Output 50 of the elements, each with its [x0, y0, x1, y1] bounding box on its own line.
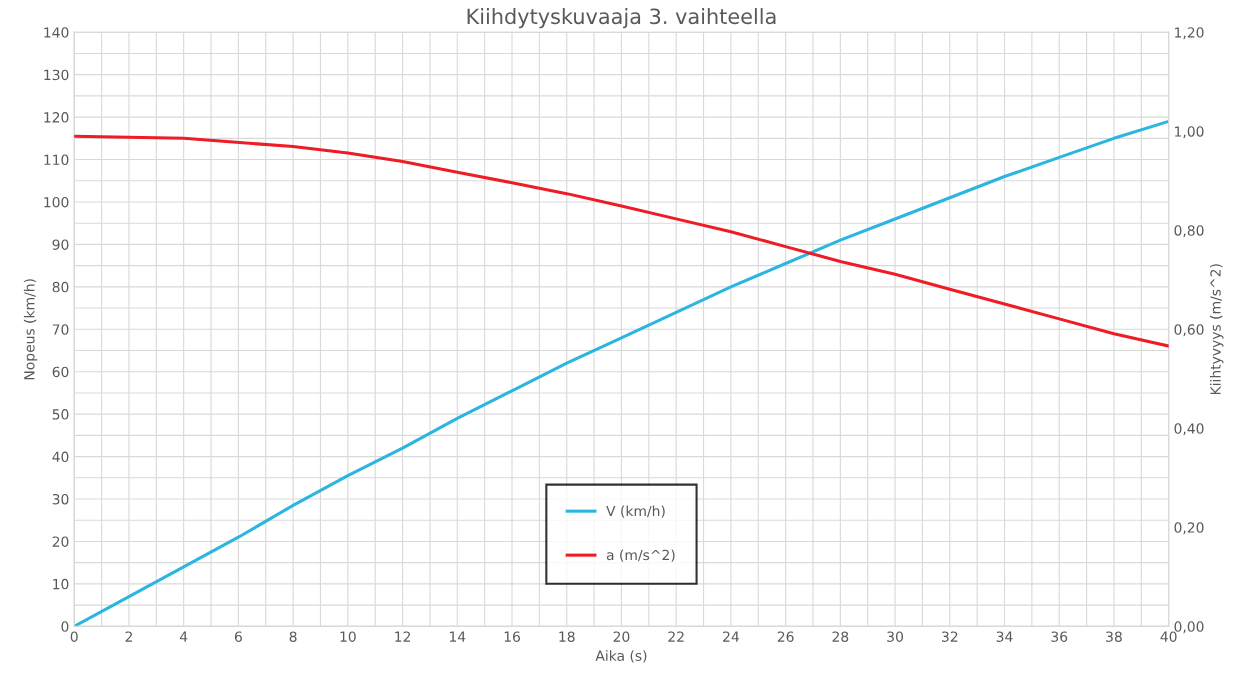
y2-tick-label: 1,20: [1175, 27, 1204, 40]
y-tick-label: 10: [53, 578, 69, 590]
y2-tick-label: 0,60: [1174, 324, 1204, 337]
y2-tick-label: 0,40: [1174, 423, 1204, 436]
x-tick-label: 36: [1051, 631, 1068, 642]
y2-axis-title: Kiihtyvyys (m/s^2): [1210, 264, 1224, 395]
y-tick-label: 140: [44, 27, 69, 38]
x-tick-label: 32: [942, 631, 958, 642]
y-tick-label: 130: [44, 69, 69, 81]
y-tick-label: 100: [44, 196, 69, 208]
chart-title: Kiihdytyskuvaaja 3. vaihteella: [467, 8, 776, 29]
x-tick-label: 16: [504, 631, 520, 642]
y2-tick-label: 0,20: [1174, 522, 1204, 535]
y-tick-label: 80: [52, 281, 69, 293]
x-tick-label: 8: [289, 631, 297, 642]
x-tick-label: 22: [668, 631, 684, 642]
x-tick-label: 18: [559, 631, 575, 642]
x-tick-label: 0: [70, 631, 78, 642]
y-tick-label: 90: [52, 239, 69, 250]
y-tick-label: 30: [52, 493, 69, 505]
legend-label: a (m/s^2): [606, 549, 675, 562]
x-axis-title: Aika (s): [595, 650, 647, 663]
y-axis-title: Nopeus (km/h): [23, 279, 38, 380]
y-tick-label: 110: [44, 154, 69, 166]
y-tick-label: 0: [61, 621, 69, 632]
x-tick-label: 40: [1160, 631, 1177, 642]
x-tick-label: 20: [613, 631, 630, 642]
x-tick-label: 26: [777, 631, 794, 642]
x-tick-label: 24: [723, 631, 739, 642]
x-tick-label: 2: [125, 631, 132, 642]
x-tick-label: 10: [340, 631, 356, 642]
y-tick-label: 60: [52, 366, 69, 378]
y-tick-label: 40: [52, 451, 69, 463]
x-tick-label: 6: [234, 631, 242, 642]
x-tick-label: 38: [1106, 631, 1122, 642]
y-tick-label: 50: [52, 409, 69, 420]
x-tick-label: 28: [832, 631, 849, 642]
x-tick-label: 14: [449, 631, 466, 642]
line-series: [74, 134, 1169, 348]
y-tick-label: 120: [44, 112, 69, 123]
y2-tick-label: 1,00: [1175, 126, 1204, 139]
x-tick-label: 30: [887, 631, 903, 642]
x-tick-label: 12: [395, 631, 411, 642]
y-tick-label: 70: [52, 324, 69, 335]
y2-tick-label: 0,80: [1174, 225, 1204, 238]
x-tick-label: 4: [179, 631, 188, 642]
y-tick-label: 20: [52, 536, 69, 547]
legend-label: V (km/h): [606, 505, 665, 518]
y2-tick-label: 0,00: [1174, 621, 1204, 634]
x-tick-label: 34: [996, 631, 1013, 642]
